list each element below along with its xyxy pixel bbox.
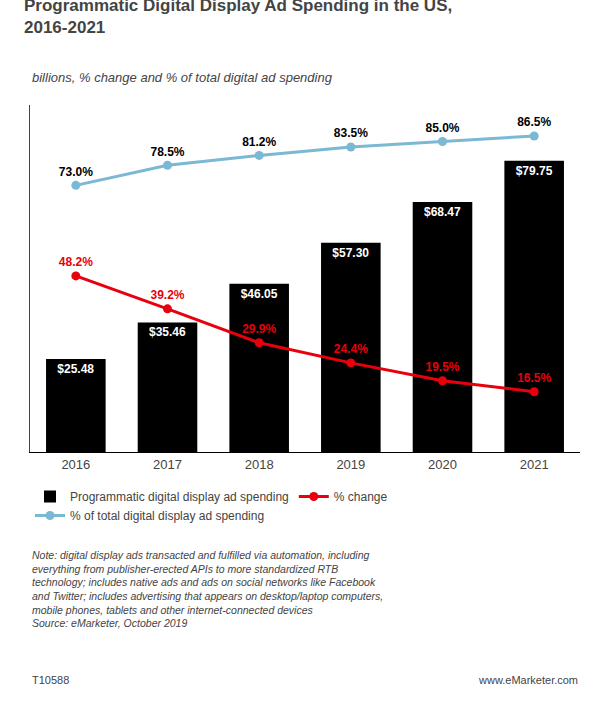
svg-text:86.5%: 86.5% [517,115,551,129]
svg-text:24.4%: 24.4% [334,342,368,356]
svg-text:$68.47: $68.47 [424,205,461,219]
svg-text:$46.05: $46.05 [241,287,278,301]
svg-text:29.9%: 29.9% [242,322,276,336]
svg-text:billions, % change and % of to: billions, % change and % of total digita… [32,70,333,85]
svg-text:% change: % change [334,490,388,504]
svg-text:2021: 2021 [520,457,549,472]
svg-text:73.0%: 73.0% [59,165,93,179]
svg-text:2018: 2018 [245,457,274,472]
svg-text:% of total digital display ad: % of total digital display ad spending [70,509,264,523]
svg-text:19.5%: 19.5% [425,360,459,374]
svg-text:83.5%: 83.5% [334,126,368,140]
svg-text:$79.75: $79.75 [516,164,553,178]
svg-text:2019: 2019 [336,457,365,472]
svg-text:39.2%: 39.2% [150,288,184,302]
svg-text:16.5%: 16.5% [517,371,551,385]
svg-text:2016: 2016 [61,457,90,472]
svg-text:$57.30: $57.30 [332,246,369,260]
svg-text:78.5%: 78.5% [150,145,184,159]
svg-text:48.2%: 48.2% [59,255,93,269]
svg-text:Programmatic digital display a: Programmatic digital display ad spending [70,490,289,504]
svg-text:2020: 2020 [428,457,457,472]
svg-text:Programmatic Digital Display A: Programmatic Digital Display Ad Spending… [24,0,452,37]
svg-text:Note: digital display ads tran: Note: digital display ads transacted and… [32,549,383,629]
svg-text:T10588: T10588 [32,674,69,686]
svg-text:$25.48: $25.48 [57,362,94,376]
svg-text:2017: 2017 [153,457,182,472]
svg-text:$35.46: $35.46 [149,325,186,339]
svg-text:www.eMarketer.com: www.eMarketer.com [478,674,578,686]
svg-text:85.0%: 85.0% [425,121,459,135]
svg-text:81.2%: 81.2% [242,135,276,149]
